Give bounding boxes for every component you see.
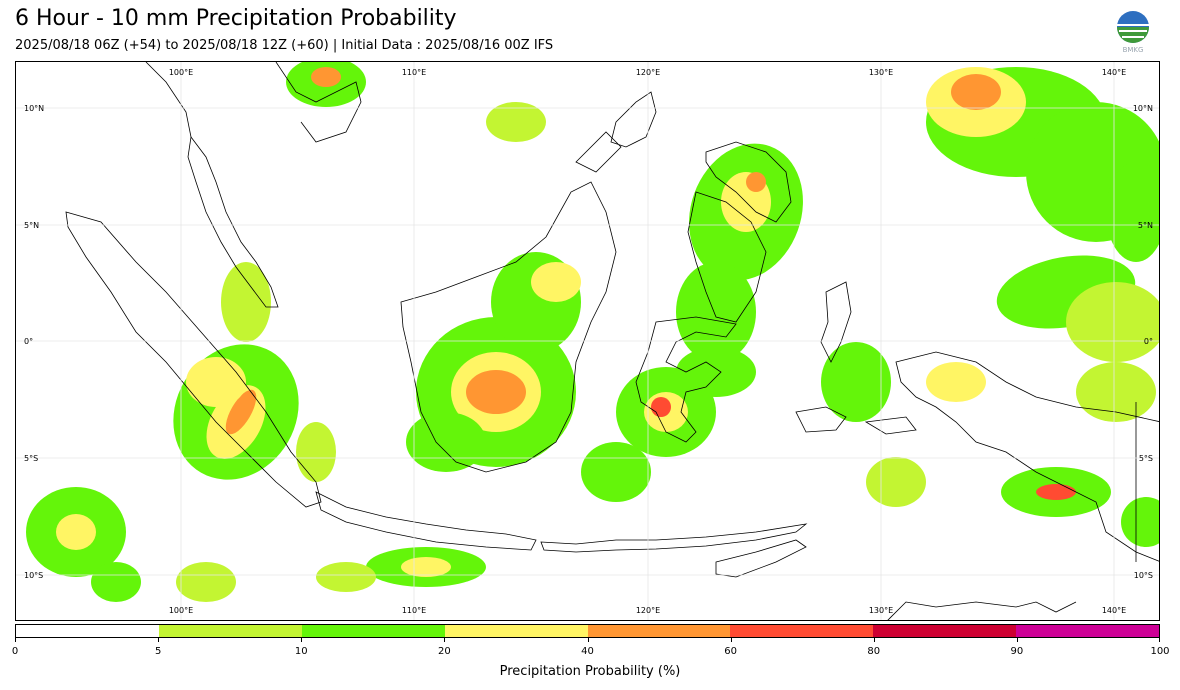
precip-area <box>866 457 926 507</box>
precipitation-map: 100°E 110°E 120°E 130°E 140°E 100°E 110°… <box>15 61 1160 621</box>
precip-area <box>1066 282 1159 362</box>
colorbar-tick-label: 80 <box>867 646 881 657</box>
precip-area <box>1036 484 1076 500</box>
coastline-sulawesi <box>635 316 737 443</box>
precip-area <box>186 357 246 407</box>
coastline-lesser-sunda <box>540 523 808 553</box>
colorbar-segment-5 <box>730 625 874 637</box>
colorbar-tick-label: 40 <box>581 646 594 657</box>
precip-area <box>676 347 756 397</box>
colorbar-segment-6 <box>873 625 1017 637</box>
lat-label-left-10s: 10°S <box>24 571 43 580</box>
colorbar-tick <box>444 638 446 642</box>
colorbar-tick <box>301 638 303 642</box>
coastlines <box>65 62 1159 620</box>
precip-area <box>176 562 236 602</box>
colorbar-tick-label: 5 <box>154 646 162 657</box>
colorbar-tick <box>15 638 16 642</box>
precip-area <box>225 389 257 435</box>
lon-label-top-140: 140°E <box>1102 68 1126 77</box>
colorbar-tick-label: 20 <box>438 646 451 657</box>
colorbar-segment-4 <box>587 625 731 637</box>
precip-area <box>581 442 651 502</box>
lon-label-top-120: 120°E <box>636 68 660 77</box>
colorbar-tick <box>873 638 875 642</box>
precip-area <box>466 370 526 414</box>
coastline-philippines <box>575 91 792 323</box>
lat-label-left-5n: 5°N <box>24 221 39 230</box>
precip-area <box>91 562 141 602</box>
lon-label-top-100: 100°E <box>169 68 193 77</box>
lon-label-bottom-110: 110°E <box>402 606 426 615</box>
coastline-australia <box>887 601 1077 620</box>
colorbar <box>15 624 1160 638</box>
colorbar-tick-label: 100 <box>1150 646 1170 657</box>
precip-area <box>1076 362 1156 422</box>
precip-area <box>531 262 581 302</box>
lon-label-bottom-100: 100°E <box>169 606 193 615</box>
precip-area <box>651 397 671 417</box>
lon-label-bottom-140: 140°E <box>1102 606 1126 615</box>
colorbar-tick-label: 90 <box>1010 646 1024 657</box>
lon-label-top-110: 110°E <box>402 68 426 77</box>
coastline-sumatra <box>65 211 322 508</box>
precip-area <box>951 74 1001 110</box>
lon-label-top-130: 130°E <box>869 68 893 77</box>
precip-area <box>1106 162 1159 262</box>
lat-label-right-10n: 10°N <box>1133 104 1153 113</box>
colorbar-tick <box>1016 638 1018 642</box>
precip-area <box>1121 497 1159 547</box>
coastline-java <box>315 491 537 551</box>
coastline-timor <box>715 539 807 578</box>
coastline-borneo <box>400 181 617 473</box>
lat-label-right-0: 0° <box>1144 337 1153 346</box>
precip-area <box>406 412 486 472</box>
colorbar-segment-7 <box>1016 625 1159 637</box>
colorbar-tick <box>1159 638 1160 642</box>
precip-area <box>296 422 336 482</box>
colorbar-tick-label: 0 <box>11 646 19 657</box>
precip-area <box>486 102 546 142</box>
colorbar-tick <box>587 638 589 642</box>
lat-label-right-5n: 5°N <box>1138 221 1153 230</box>
colorbar-segment-2 <box>301 625 445 637</box>
colorbar-ticks: 0 5 10 20 40 60 80 90 100 <box>11 638 1170 658</box>
lat-label-left-5s: 5°S <box>24 454 38 463</box>
coastline-new-guinea <box>895 351 1159 562</box>
precipitation-field <box>26 62 1159 602</box>
precip-area <box>746 172 766 192</box>
lat-label-left-10n: 10°N <box>24 104 44 113</box>
svg-text:BMKG: BMKG <box>1123 46 1144 54</box>
coastline-malay-peninsula <box>187 135 279 308</box>
precip-area <box>821 342 891 422</box>
precip-area <box>221 262 271 342</box>
bmkg-logo-icon: BMKG <box>1114 10 1152 54</box>
lat-label-right-10s: 10°S <box>1134 571 1153 580</box>
lon-label-bottom-130: 130°E <box>869 606 893 615</box>
map-subtitle: 2025/08/18 06Z (+54) to 2025/08/18 12Z (… <box>15 38 554 53</box>
lat-label-left-0: 0° <box>24 337 33 346</box>
colorbar-tick <box>158 638 160 642</box>
lat-label-right-5s: 5°S <box>1139 454 1153 463</box>
lon-label-bottom-120: 120°E <box>636 606 660 615</box>
precip-area <box>316 562 376 592</box>
coastline-indochina <box>145 62 362 143</box>
colorbar-segment-3 <box>444 625 588 637</box>
graticule <box>16 62 1159 620</box>
precip-area <box>311 67 341 87</box>
colorbar-segment-0 <box>16 625 159 637</box>
map-title: 6 Hour - 10 mm Precipitation Probability <box>15 6 457 31</box>
precip-area <box>401 557 451 577</box>
colorbar-segment-1 <box>158 625 302 637</box>
colorbar-tick-label: 10 <box>294 646 308 657</box>
colorbar-label: Precipitation Probability (%) <box>499 664 681 679</box>
precip-area <box>926 362 986 402</box>
precip-area <box>676 262 756 362</box>
coastline-maluku <box>795 281 917 435</box>
colorbar-tick-label: 60 <box>724 646 737 657</box>
precip-area <box>56 514 96 550</box>
colorbar-tick <box>730 638 732 642</box>
